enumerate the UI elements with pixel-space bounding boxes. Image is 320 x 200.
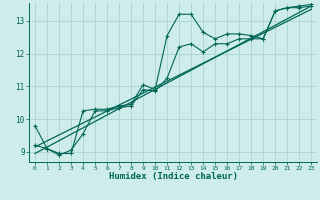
X-axis label: Humidex (Indice chaleur): Humidex (Indice chaleur)	[108, 172, 238, 181]
